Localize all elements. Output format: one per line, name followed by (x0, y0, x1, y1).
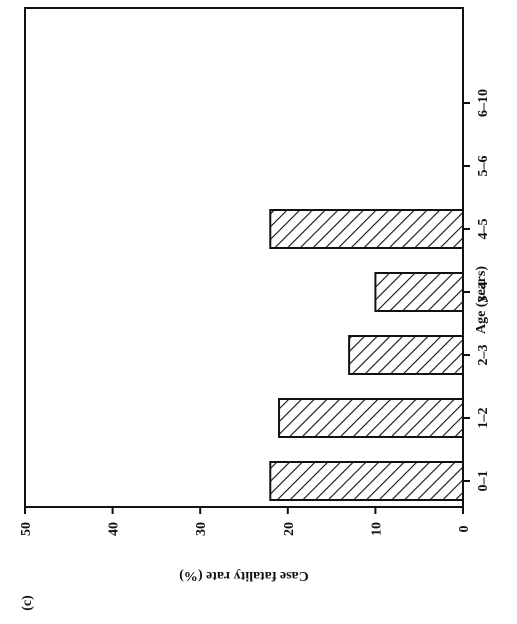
y-tick-label-3: 30 (194, 522, 209, 536)
x-axis-label: Age (years) (474, 266, 489, 334)
bar-2 (348, 335, 464, 375)
panel-label: (c) (20, 595, 35, 611)
y-tick-label-0: 0 (457, 526, 472, 533)
y-tick-label-4: 40 (107, 522, 122, 536)
y-tick-label-1: 10 (369, 522, 384, 536)
bar-4 (269, 209, 464, 249)
x-tick-label-0: 0–1 (476, 471, 491, 492)
plot-frame (24, 7, 464, 508)
x-tick-label-2: 2–3 (476, 345, 491, 366)
x-tick-label-6: 6–10 (476, 89, 491, 117)
bar-0 (269, 461, 464, 501)
bar-3 (374, 272, 464, 312)
x-tick-label-5: 5–6 (476, 156, 491, 177)
bar-1 (278, 398, 465, 438)
y-tick-label-2: 20 (282, 522, 297, 536)
y-tick-label-5: 50 (19, 522, 34, 536)
x-tick-label-1: 1–2 (476, 408, 491, 429)
x-tick-label-4: 4–5 (476, 219, 491, 240)
y-axis-label: Case fatality rate (%) (179, 568, 309, 583)
x-tick-label-3: 3–4 (476, 282, 491, 303)
